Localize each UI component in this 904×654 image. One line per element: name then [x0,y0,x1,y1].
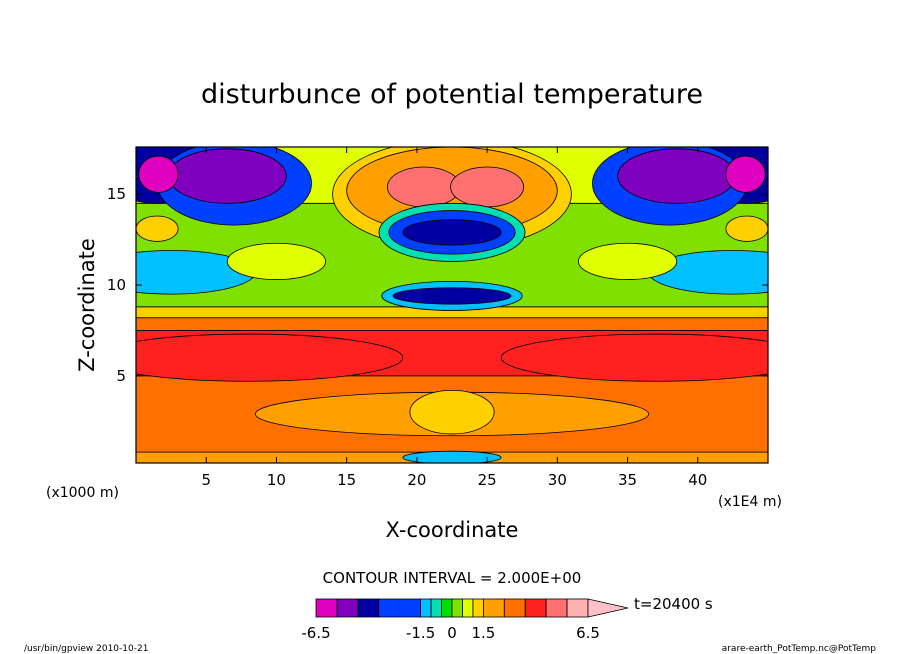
yellow-left-mid [226,242,327,280]
contour-interval-text: CONTOUR INTERVAL = 2.000E+00 [323,569,582,587]
x-axis: 5 10 15 20 25 30 35 40 [201,147,707,489]
x-tick-label: 5 [201,471,211,489]
colorbar-segment [566,598,589,618]
warm-right-blob [725,215,768,242]
red-tongue-left [136,333,404,382]
lower-center-plume [409,389,495,435]
x-tick-label: 30 [548,471,567,489]
colorbar-tick-label: -1.5 [406,624,435,642]
colorbar-segment [482,598,505,618]
x-tick-label: 10 [267,471,286,489]
x-axis-label: X-coordinate [386,518,519,542]
colorbar-segment [524,598,547,618]
y-tick-label: 10 [107,276,126,294]
colorbar-segment [378,598,422,618]
colorbar-tick-label: 0 [447,624,457,642]
y-tick-label: 5 [116,367,126,385]
cold-left-purple [138,155,179,193]
y-axis: 5 10 15 [107,185,768,385]
x-unit-left: (x1000 m) [46,485,119,501]
warm-top-red-left [386,166,461,208]
plot-frame [135,146,769,464]
field-band-mid-upper [136,317,768,331]
colorbar-segment [462,598,474,618]
footer-left: /usr/bin/gpview 2010-10-21 [24,644,148,654]
x-tick-label: 25 [478,471,497,489]
colorbar-arrow [587,598,629,618]
colorbar-segment [441,598,453,618]
colorbar-segment [420,598,432,618]
x-tick-label: 15 [337,471,356,489]
colorbar-segment [451,598,463,618]
chart-title: disturbunce of potential temperature [201,79,703,110]
colorbar-tick-label: 1.5 [471,624,495,642]
red-tongue-right [500,333,768,382]
cold-lens-core [392,287,512,305]
colorbar: -6.5 -1.5 0 1.5 6.5 [301,598,629,642]
x-tick-label: 40 [688,471,707,489]
x-tick-label: 20 [407,471,426,489]
colorbar-tick-label: -6.5 [301,624,330,642]
cold-core-dark [402,219,502,246]
surface-cold-strip [402,450,502,463]
footer-right: arare-earth_PotTemp.nc@PotTemp [722,644,877,654]
colorbar-tick-label: 6.5 [576,624,600,642]
colorbar-segment [430,598,442,618]
warm-top-red-right [450,166,525,208]
colorbar-segment [315,598,338,618]
colorbar-segment [336,598,359,618]
contour-plot-area [135,146,769,464]
colorbar-segment [472,598,484,618]
colorbar-segment [357,598,380,618]
cold-right-dark [617,148,737,204]
cold-left-dark [167,148,287,204]
colorbar-segment [545,598,568,618]
x-tick-label: 35 [618,471,637,489]
time-label: t=20400 s [634,595,713,613]
x-unit-right: (x1E4 m) [718,494,782,510]
y-axis-label: Z-coordinate [75,238,99,372]
warm-left-blob [136,215,179,242]
colorbar-segment [503,598,526,618]
cold-right-purple [725,155,766,193]
y-tick-label: 15 [107,185,126,203]
yellow-right-mid [577,242,678,280]
